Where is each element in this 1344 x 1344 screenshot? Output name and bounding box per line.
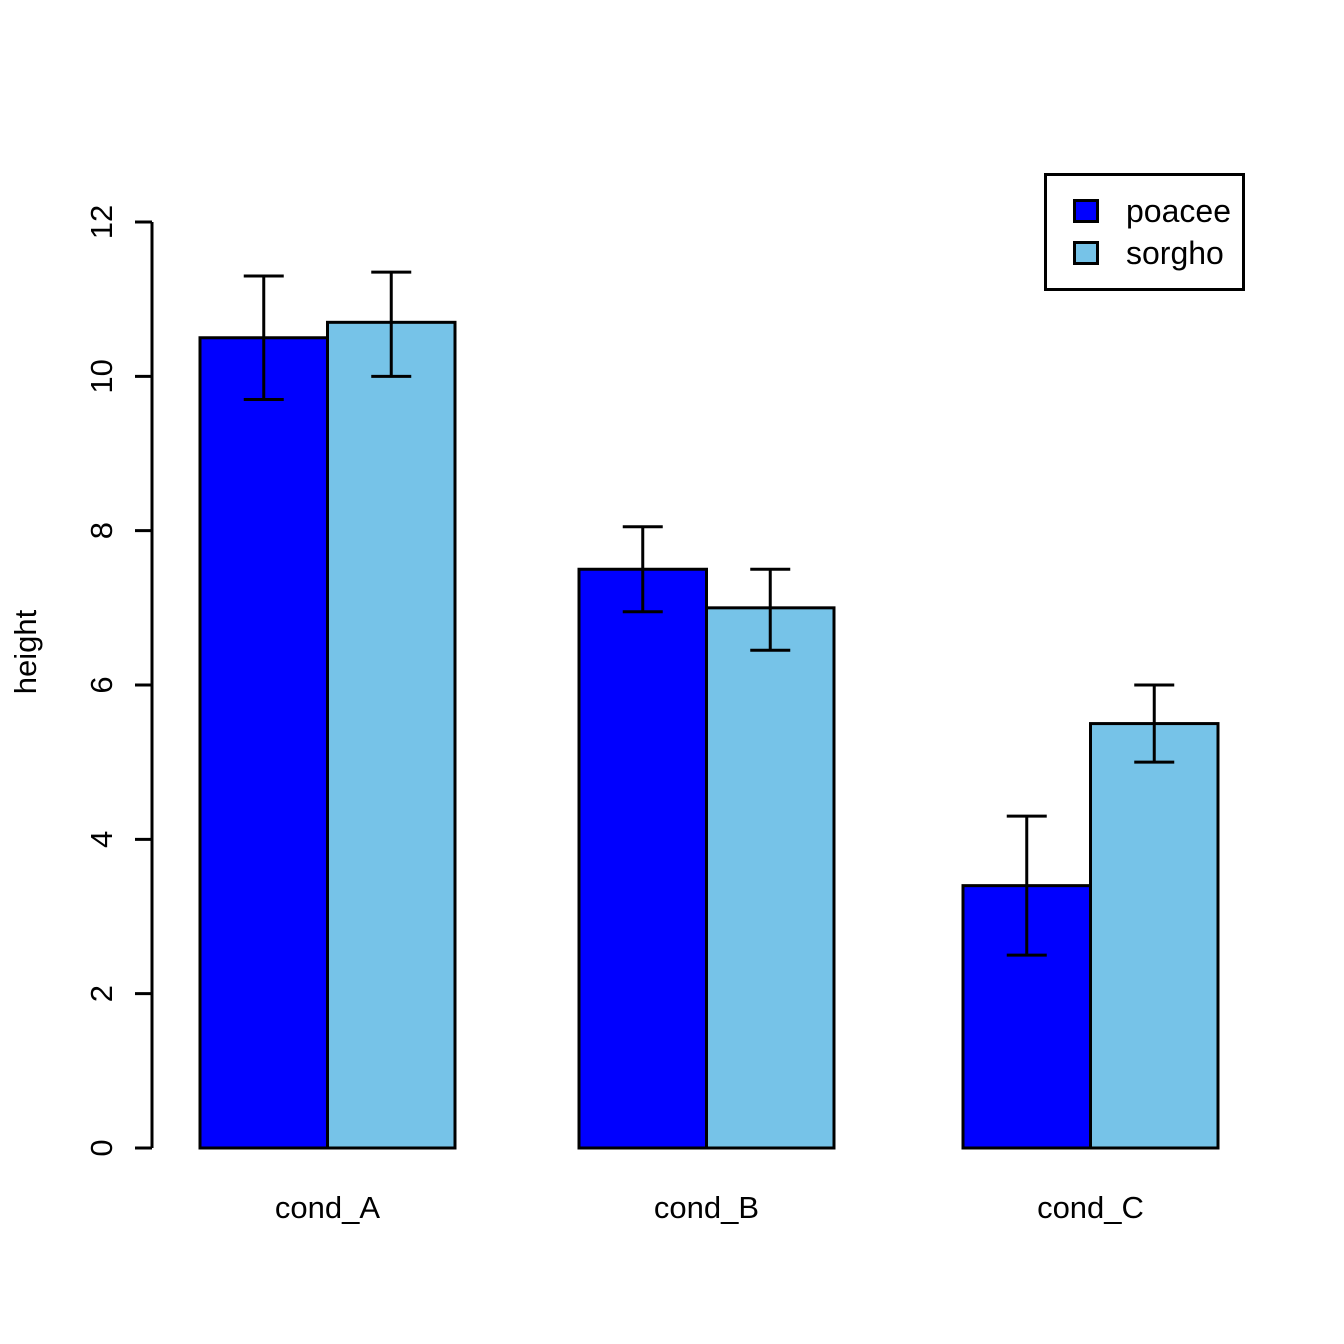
legend-swatch-sorgho [1073,241,1099,265]
y-axis-title: height [8,609,43,695]
bar-poacee-cond_A [198,336,329,1150]
legend-box: poacee sorgho [1044,173,1245,291]
legend-label-sorgho: sorgho [1126,235,1224,271]
y-tick-label-6: 6 [84,676,119,693]
legend-item-sorgho: sorgho [1073,237,1242,269]
y-tick-label-12: 12 [84,205,119,239]
x-category-label-cond-b: cond_B [653,1190,760,1225]
y-tick-label-10: 10 [84,359,119,393]
y-tick-label-4: 4 [84,831,119,848]
y-tick-label-2: 2 [84,985,119,1002]
legend-item-poacee: poacee [1073,195,1242,227]
bar-poacee-cond_B [577,567,708,1150]
x-category-label-cond-c: cond_C [1037,1190,1144,1225]
bar-sorgho-cond_B [705,606,836,1150]
y-tick-label-8: 8 [84,522,119,539]
legend-label-poacee: poacee [1126,193,1231,229]
bar-sorgho-cond_C [1089,722,1220,1150]
bar-sorgho-cond_A [326,320,457,1150]
x-category-label-cond-a: cond_A [274,1190,381,1225]
legend-swatch-poacee [1073,199,1099,223]
y-tick-label-0: 0 [84,1139,119,1156]
